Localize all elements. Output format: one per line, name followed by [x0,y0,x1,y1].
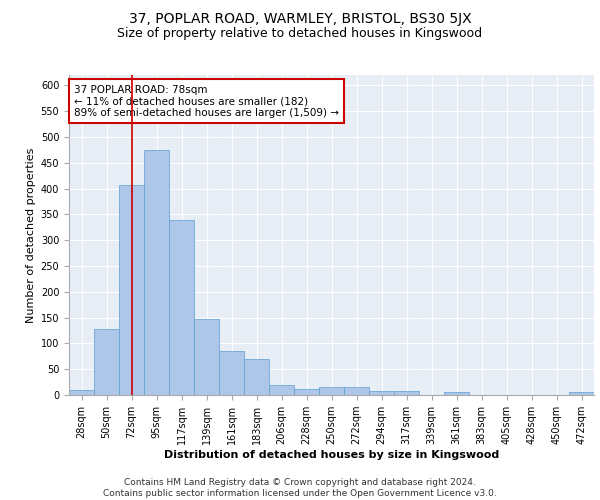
Text: 37 POPLAR ROAD: 78sqm
← 11% of detached houses are smaller (182)
89% of semi-det: 37 POPLAR ROAD: 78sqm ← 11% of detached … [74,84,339,118]
Bar [169,220,194,395]
Bar [69,390,94,395]
Bar [94,330,119,395]
Bar [569,392,594,395]
Bar [294,389,319,395]
Bar [244,359,269,395]
Bar [119,185,144,395]
Text: Size of property relative to detached houses in Kingswood: Size of property relative to detached ho… [118,28,482,40]
Bar [394,392,419,395]
Text: 37, POPLAR ROAD, WARMLEY, BRISTOL, BS30 5JX: 37, POPLAR ROAD, WARMLEY, BRISTOL, BS30 … [128,12,472,26]
Y-axis label: Number of detached properties: Number of detached properties [26,148,37,322]
Bar [194,318,219,395]
Bar [444,392,469,395]
Bar [144,150,169,395]
Bar [319,388,344,395]
Bar [219,350,244,395]
Bar [344,388,369,395]
Text: Contains HM Land Registry data © Crown copyright and database right 2024.
Contai: Contains HM Land Registry data © Crown c… [103,478,497,498]
Bar [369,391,394,395]
X-axis label: Distribution of detached houses by size in Kingswood: Distribution of detached houses by size … [164,450,499,460]
Bar [269,384,294,395]
